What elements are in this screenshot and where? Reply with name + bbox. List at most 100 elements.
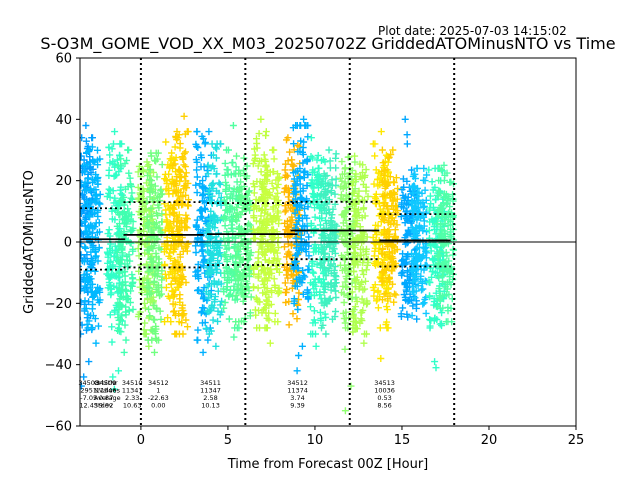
outlier-point <box>109 373 117 381</box>
data-point <box>439 304 447 312</box>
data-point <box>229 159 237 166</box>
data-point <box>285 200 292 208</box>
data-point <box>147 254 155 262</box>
data-point <box>207 267 215 275</box>
data-point <box>308 259 316 267</box>
data-point <box>80 134 86 142</box>
data-point <box>374 288 382 296</box>
data-point <box>349 308 357 316</box>
data-point <box>300 138 308 146</box>
data-point <box>152 322 160 330</box>
stats-value: 0.00 <box>151 402 165 410</box>
data-point <box>419 198 427 206</box>
data-point <box>198 237 206 245</box>
data-point <box>152 149 160 157</box>
data-point <box>257 235 265 243</box>
data-point <box>274 189 282 197</box>
data-point <box>447 263 455 271</box>
data-point <box>303 158 311 165</box>
data-point <box>86 284 94 292</box>
data-point <box>314 152 322 159</box>
data-point <box>309 154 316 162</box>
data-point <box>156 307 164 315</box>
data-point <box>162 211 170 219</box>
data-point <box>331 200 339 208</box>
data-point <box>235 187 243 195</box>
data-point <box>165 222 173 230</box>
data-point <box>360 204 368 212</box>
data-point <box>293 250 301 258</box>
data-point <box>171 237 179 245</box>
data-point <box>233 246 241 254</box>
data-point <box>403 253 411 261</box>
data-point <box>127 194 135 202</box>
data-point <box>209 179 217 187</box>
data-point <box>281 219 289 227</box>
data-point <box>205 189 213 197</box>
data-point <box>290 277 298 285</box>
data-point <box>321 283 329 291</box>
data-point <box>96 200 104 208</box>
data-point <box>351 303 359 311</box>
data-point <box>89 312 97 320</box>
data-point <box>81 218 88 226</box>
outlier-point <box>440 161 448 169</box>
data-point <box>269 185 277 193</box>
data-point <box>114 327 122 334</box>
x-tick-label: 0 <box>137 433 145 448</box>
data-point <box>262 290 269 298</box>
outlier-point <box>92 339 100 347</box>
data-point <box>390 178 398 186</box>
data-point <box>198 206 206 214</box>
data-point <box>202 185 210 193</box>
data-point <box>385 226 393 234</box>
data-point <box>401 212 409 219</box>
outlier-point <box>300 115 308 123</box>
data-point <box>399 250 407 258</box>
stats-value: 1 <box>156 387 160 395</box>
data-point <box>274 207 282 215</box>
data-point <box>148 326 156 334</box>
outlier-point <box>322 330 330 338</box>
data-point <box>295 214 303 222</box>
stats-value: -7.05 <box>80 394 97 402</box>
data-point <box>291 282 299 290</box>
data-point <box>325 265 333 272</box>
data-point <box>184 128 192 136</box>
data-point <box>157 187 164 195</box>
data-point <box>322 220 330 227</box>
data-point <box>115 306 123 313</box>
data-point <box>177 193 185 201</box>
data-point <box>260 182 268 190</box>
data-point <box>215 259 223 267</box>
data-point <box>349 242 357 250</box>
data-point <box>229 234 236 242</box>
data-point <box>302 198 309 206</box>
data-point <box>154 224 162 232</box>
data-point <box>126 257 134 265</box>
data-point <box>157 315 165 323</box>
data-point <box>421 245 429 253</box>
data-point <box>398 186 406 194</box>
data-point <box>116 152 124 160</box>
data-point <box>414 213 422 221</box>
data-point <box>203 167 211 174</box>
data-point <box>409 288 417 296</box>
data-point <box>445 257 453 265</box>
data-point <box>161 318 169 326</box>
data-point <box>240 154 248 162</box>
data-point <box>447 225 454 233</box>
data-point <box>435 176 443 184</box>
data-point <box>193 189 201 197</box>
data-point <box>96 285 104 293</box>
data-point <box>109 158 117 165</box>
data-point <box>303 182 311 190</box>
data-point <box>226 203 234 210</box>
data-point <box>92 186 100 194</box>
data-point <box>167 280 175 288</box>
data-point <box>218 297 226 305</box>
data-point <box>155 336 163 344</box>
data-point <box>134 313 142 321</box>
data-point <box>360 299 368 307</box>
data-point <box>220 235 228 243</box>
